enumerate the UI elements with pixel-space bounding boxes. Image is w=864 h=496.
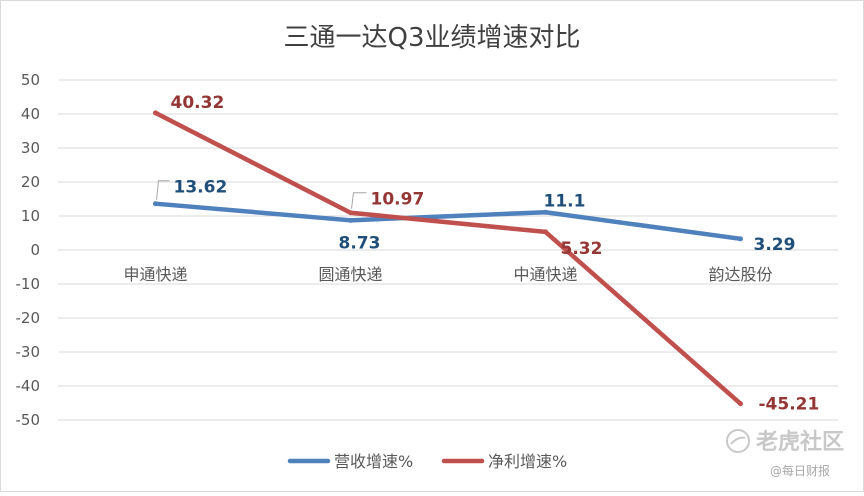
y-tick-label: 40 xyxy=(21,105,40,123)
y-tick-label: 50 xyxy=(21,71,40,89)
data-point xyxy=(348,210,353,216)
data-point xyxy=(153,110,158,116)
label-callout xyxy=(351,192,367,209)
y-tick-label: -30 xyxy=(16,343,41,361)
data-label: -45.21 xyxy=(759,395,820,415)
y-axis-ticks: 50 40 30 20 10 0 -10 -20 -30 -40 -50 xyxy=(16,71,41,429)
y-tick-label: -40 xyxy=(16,377,41,395)
x-tick-label: 中通快递 xyxy=(513,265,577,284)
data-label: 40.32 xyxy=(171,93,225,113)
y-tick-label: 20 xyxy=(21,173,40,191)
y-tick-label: 30 xyxy=(21,139,40,157)
data-label: 11.1 xyxy=(544,191,586,211)
y-tick-label: -20 xyxy=(16,309,41,327)
legend-label: 营收增速% xyxy=(334,452,413,471)
watermark: 老虎社区 @每日财报 xyxy=(726,429,844,478)
y-tick-label: 10 xyxy=(21,207,40,225)
data-label: 3.29 xyxy=(754,235,796,255)
series-line-0 xyxy=(153,201,743,242)
chart-title: 三通一达Q3业绩增速对比 xyxy=(283,23,580,53)
data-point xyxy=(543,229,548,235)
data-label: 5.32 xyxy=(561,239,603,259)
x-axis-ticks: 申通快递 圆通快递 中通快递 韵达股份 xyxy=(123,265,772,284)
data-label: 8.73 xyxy=(339,233,381,253)
watermark-source: @每日财报 xyxy=(770,463,830,478)
x-tick-label: 申通快递 xyxy=(123,265,187,284)
x-tick-label: 韵达股份 xyxy=(708,265,772,284)
data-labels: 13.62 8.73 11.1 3.29 40.32 10.97 5.32 -45.21 xyxy=(156,93,820,415)
legend: 营收增速% 净利增速% xyxy=(287,452,567,471)
data-point xyxy=(738,236,743,242)
y-tick-label: 0 xyxy=(30,241,40,259)
series-lines xyxy=(153,110,743,407)
data-label: 13.62 xyxy=(174,178,228,198)
watermark-brand: 老虎社区 xyxy=(755,429,844,455)
data-point xyxy=(738,401,743,407)
series-line-1 xyxy=(153,110,743,406)
data-label: 10.97 xyxy=(371,190,425,210)
data-point xyxy=(153,201,158,207)
y-tick-label: -10 xyxy=(16,275,41,293)
data-point xyxy=(543,209,548,215)
label-callout xyxy=(156,180,170,200)
data-point xyxy=(348,217,353,223)
y-tick-label: -50 xyxy=(16,411,41,429)
legend-label: 净利增速% xyxy=(488,452,567,471)
watermark-logo-icon xyxy=(726,429,750,453)
x-tick-label: 圆通快递 xyxy=(318,265,382,284)
